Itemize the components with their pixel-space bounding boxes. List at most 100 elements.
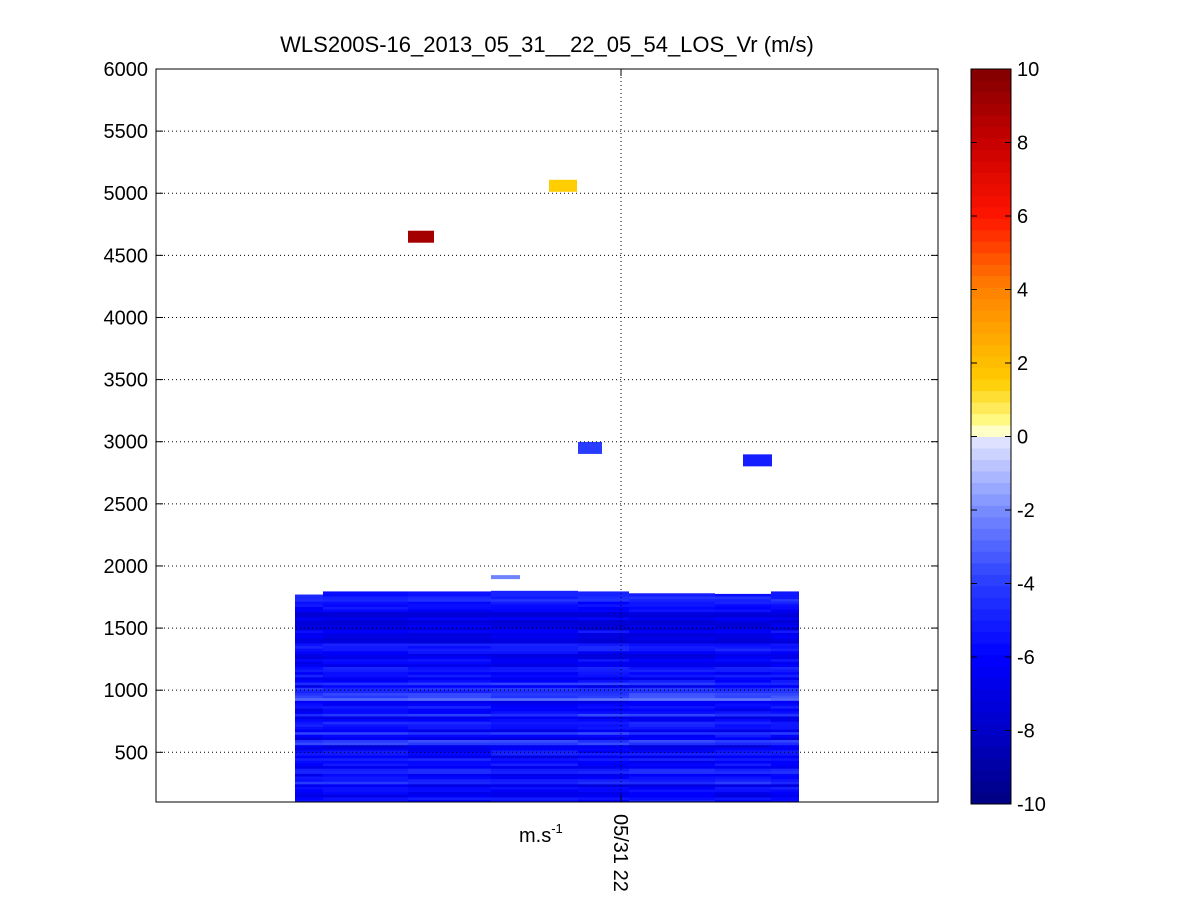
scan-cell (715, 700, 771, 704)
scan-cell (323, 744, 408, 748)
scan-cell (408, 640, 491, 644)
scan-cell (323, 666, 408, 670)
scan-cell (629, 726, 715, 730)
scan-cell (491, 642, 578, 647)
scan-cell (295, 778, 323, 782)
scan-cell (629, 666, 715, 670)
scan-cell (771, 640, 799, 644)
y-axis: 500 1000 1500 2000 2500 3000 3500 4000 4500 5000 5… (104, 59, 938, 764)
scan-cell (295, 715, 323, 720)
scan-cell (323, 747, 408, 751)
colorbar-swatch (971, 356, 1011, 369)
scan-cell (408, 747, 491, 751)
scan-cell (771, 658, 799, 662)
colorbar-swatch (971, 562, 1011, 575)
scan-cell (629, 621, 715, 626)
scan-cell (629, 781, 715, 785)
scan-cell (715, 653, 771, 657)
scan-cell (491, 655, 578, 660)
colorbar-swatch (971, 689, 1011, 702)
scan-cell (295, 684, 323, 688)
scan-cell (295, 632, 323, 636)
scan-cell (491, 635, 578, 639)
scan-cell (295, 749, 323, 754)
scan-cell (491, 595, 578, 600)
scan-cell (295, 695, 323, 699)
scan-cell (629, 697, 715, 701)
scan-cell (578, 760, 629, 764)
scan-cell (323, 640, 408, 644)
scan-cell (629, 681, 715, 686)
scan-cell (323, 668, 408, 673)
scan-cell (629, 721, 715, 725)
scan-cell (408, 692, 491, 696)
scan-cell (715, 786, 771, 790)
scan-cell (323, 731, 408, 735)
colorbar-swatch (971, 252, 1011, 265)
scan-cell (408, 755, 491, 759)
isolated-cell (578, 441, 602, 454)
scan-cell (295, 762, 323, 767)
scan-cell (295, 794, 323, 798)
colorbar-swatch (971, 367, 1011, 380)
scan-cell (629, 650, 715, 654)
scan-cell (323, 715, 408, 720)
scan-cell (408, 768, 491, 772)
scan-cell (323, 760, 408, 764)
scan-cell (715, 624, 771, 628)
scan-cell (578, 700, 629, 704)
scan-cell (578, 661, 629, 665)
scan-cell (295, 770, 323, 774)
scan-cell (323, 595, 408, 600)
scan-cell (715, 768, 771, 772)
scan-cell (491, 692, 578, 696)
scan-cell (715, 614, 771, 618)
scan-cell (491, 700, 578, 704)
plot-area: 500 1000 1500 2000 2500 3000 3500 4000 4500 5000 5… (104, 59, 939, 892)
scan-cell (491, 734, 578, 738)
scan-cell (629, 658, 715, 662)
scan-cell (578, 666, 629, 670)
scan-cell (491, 762, 578, 767)
scan-cell (629, 640, 715, 644)
scan-cell (771, 765, 799, 769)
scan-cell (491, 648, 578, 652)
scan-cell (491, 799, 578, 802)
scan-cell (629, 661, 715, 665)
scan-cell (323, 598, 408, 602)
scan-cell (408, 606, 491, 610)
scan-cell (629, 695, 715, 699)
scan-cell (578, 796, 629, 800)
colorbar-swatch (971, 677, 1011, 690)
scan-cell (295, 621, 323, 626)
scan-cell (491, 705, 578, 709)
scan-cell (491, 702, 578, 707)
scan-cell (295, 757, 323, 761)
scan-cell (408, 783, 491, 787)
scan-cell (491, 786, 578, 790)
scan-cell (295, 616, 323, 620)
scan-cell (491, 728, 578, 733)
scan-cell (323, 624, 408, 628)
scan-cell (295, 689, 323, 694)
scan-cell (771, 591, 799, 597)
scan-cell (578, 645, 629, 649)
scan-cell (408, 616, 491, 620)
scan-cell (629, 637, 715, 641)
scan-cell (491, 611, 578, 615)
scan-cell (295, 739, 323, 743)
scan-cell (491, 731, 578, 735)
colorbar: -10 -8 -6 -4 -2 0 2 4 6 8 10 (970, 59, 1046, 816)
scan-cell (323, 702, 408, 707)
y-tick-label: 4000 (104, 307, 149, 329)
scan-cell (408, 775, 491, 780)
scan-cell (578, 642, 629, 647)
scan-cell (578, 741, 629, 746)
scan-cell (629, 687, 715, 691)
scan-cell (408, 653, 491, 657)
scan-cell (323, 679, 408, 683)
colorbar-swatch (971, 447, 1011, 460)
scan-cell (491, 674, 578, 678)
colorbar-swatch (971, 413, 1011, 426)
scan-cell (629, 705, 715, 709)
